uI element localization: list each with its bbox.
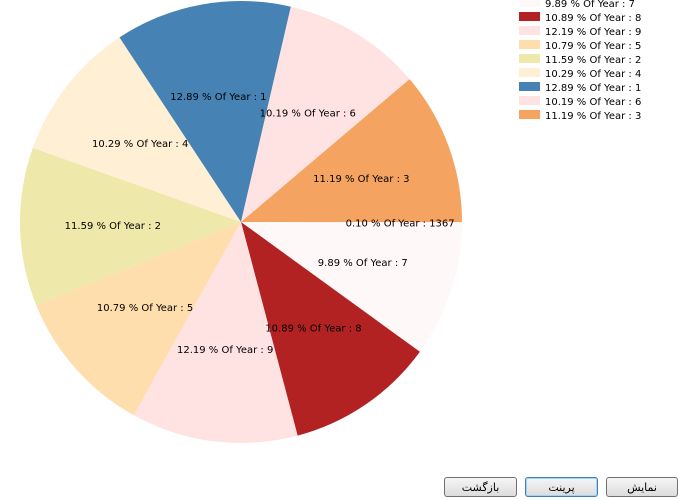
legend-swatch <box>519 12 540 21</box>
legend-swatch <box>519 82 540 91</box>
legend-label: 10.19 % Of Year : 6 <box>545 97 641 108</box>
slice-data-label: 9.89 % Of Year : 7 <box>318 258 408 269</box>
legend-swatch <box>519 68 540 77</box>
legend-swatch <box>519 26 540 35</box>
pie-slice <box>36 222 241 416</box>
pie-slice <box>241 222 420 436</box>
legend-label: 10.79 % Of Year : 5 <box>545 41 641 52</box>
slice-data-label: 11.19 % Of Year : 3 <box>313 174 409 185</box>
legend-swatch <box>519 54 540 63</box>
slice-data-label: 10.19 % Of Year : 6 <box>260 109 356 120</box>
slice-data-label: 10.79 % Of Year : 5 <box>97 303 193 314</box>
pie-slice <box>133 222 298 444</box>
slice-data-label: 10.29 % Of Year : 4 <box>92 139 188 150</box>
back-button[interactable]: بازگشت <box>444 477 517 497</box>
pie-slice <box>19 147 242 306</box>
slice-data-label: 12.89 % Of Year : 1 <box>170 92 266 103</box>
pie-slice <box>32 37 241 222</box>
legend-swatch <box>519 0 540 7</box>
pie-slice <box>119 0 291 222</box>
legend-label: 12.19 % Of Year : 9 <box>545 27 641 38</box>
show-button[interactable]: نمایش <box>606 477 678 497</box>
pie-slice <box>241 6 410 222</box>
slice-data-label: 11.59 % Of Year : 2 <box>65 221 161 232</box>
legend-label: 12.89 % Of Year : 1 <box>545 83 641 94</box>
legend-label: 10.89 % Of Year : 8 <box>545 13 641 24</box>
legend-label: 10.29 % Of Year : 4 <box>545 69 641 80</box>
legend-label: 9.89 % Of Year : 7 <box>545 0 635 10</box>
legend-label: 11.59 % Of Year : 2 <box>545 55 641 66</box>
pie-slices <box>19 0 462 444</box>
print-button[interactable]: پرینت <box>525 477 598 497</box>
legend-swatch <box>519 40 540 49</box>
legend-swatch <box>519 96 540 105</box>
pie-slice <box>241 222 462 352</box>
legend-label: 11.19 % Of Year : 3 <box>545 111 641 122</box>
pie-slice-labels: 0.10 % Of Year : 1367 9.89 % Of Year : 7 1… <box>65 92 455 356</box>
slice-data-label: 10.89 % Of Year : 8 <box>265 324 361 335</box>
slice-data-label: 0.10 % Of Year : 1367 <box>346 218 455 229</box>
pie-slice <box>241 222 462 224</box>
legend-swatch <box>519 110 540 119</box>
slice-data-label: 12.19 % Of Year : 9 <box>177 345 273 356</box>
pie-slice <box>241 79 462 223</box>
